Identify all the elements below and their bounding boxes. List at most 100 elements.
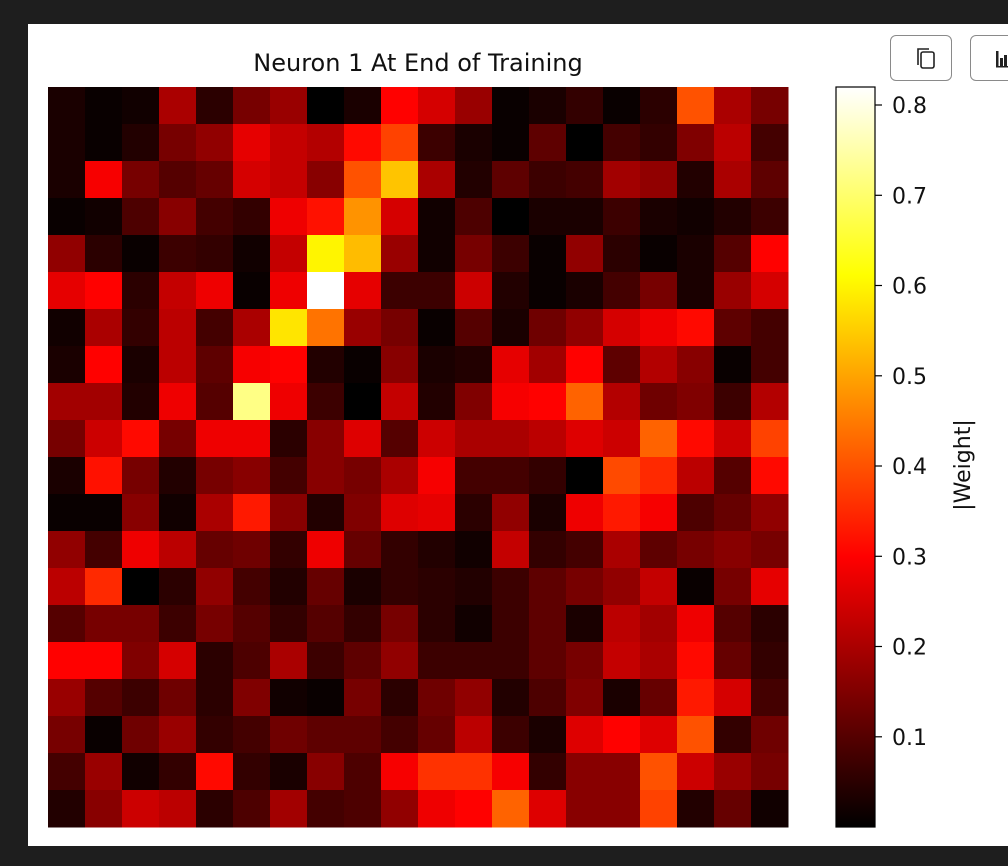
heatmap-cell xyxy=(640,494,678,532)
heatmap-cell xyxy=(48,716,86,754)
heatmap-cell xyxy=(381,790,419,828)
heatmap-cell xyxy=(270,568,308,606)
heatmap-cell xyxy=(270,605,308,643)
heatmap-cell xyxy=(566,642,604,680)
heatmap-cell xyxy=(418,309,456,347)
heatmap-cell xyxy=(418,716,456,754)
heatmap-cell xyxy=(270,790,308,828)
heatmap-cell xyxy=(751,716,789,754)
heatmap-cell xyxy=(418,457,456,495)
heatmap-cell xyxy=(344,346,382,384)
heatmap-cell xyxy=(640,383,678,421)
heatmap-cell xyxy=(233,753,271,791)
heatmap-cell xyxy=(196,753,234,791)
heatmap-cell xyxy=(529,346,567,384)
colorbar-tick-label: 0.5 xyxy=(892,365,927,390)
heatmap-cell xyxy=(159,346,197,384)
heatmap-cell xyxy=(381,87,419,125)
heatmap-cell xyxy=(677,383,715,421)
heatmap-cell xyxy=(270,235,308,273)
heatmap-cell xyxy=(640,642,678,680)
heatmap-cell xyxy=(270,494,308,532)
colorbar-tick-label: 0.4 xyxy=(892,455,927,480)
heatmap-cell xyxy=(566,87,604,125)
heatmap-cell xyxy=(85,198,123,236)
heatmap-cell xyxy=(714,161,752,199)
heatmap-cell xyxy=(751,494,789,532)
heatmap-cell xyxy=(529,87,567,125)
heatmap-cell xyxy=(381,124,419,162)
heatmap-cell xyxy=(418,272,456,310)
heatmap-cell xyxy=(344,605,382,643)
heatmap-cell xyxy=(344,124,382,162)
heatmap-cell xyxy=(307,87,345,125)
heatmap-cell xyxy=(418,494,456,532)
heatmap-cell xyxy=(196,642,234,680)
heatmap-cell xyxy=(714,457,752,495)
heatmap-cell xyxy=(122,346,160,384)
heatmap-cell xyxy=(122,87,160,125)
heatmap-cell xyxy=(159,87,197,125)
heatmap-cell xyxy=(418,198,456,236)
heatmap-cell xyxy=(566,198,604,236)
heatmap-cell xyxy=(159,642,197,680)
heatmap-cell xyxy=(751,457,789,495)
heatmap-cell xyxy=(196,716,234,754)
heatmap-cell xyxy=(455,346,493,384)
heatmap-cell xyxy=(492,124,530,162)
heatmap-cell xyxy=(677,346,715,384)
heatmap-cell xyxy=(566,309,604,347)
heatmap-cell xyxy=(85,790,123,828)
chart-options-button[interactable] xyxy=(970,35,1008,81)
colorbar-tick-label: 0.7 xyxy=(892,184,927,209)
heatmap-cell xyxy=(492,309,530,347)
heatmap-cell xyxy=(122,642,160,680)
heatmap-cell xyxy=(566,790,604,828)
heatmap-cell xyxy=(159,716,197,754)
heatmap-cell xyxy=(751,198,789,236)
heatmap-cell xyxy=(751,790,789,828)
heatmap-cell xyxy=(418,235,456,273)
heatmap-cell xyxy=(603,309,641,347)
copy-button[interactable] xyxy=(890,35,952,81)
heatmap-cell xyxy=(529,679,567,717)
heatmap-cell xyxy=(85,457,123,495)
heatmap-cell xyxy=(270,346,308,384)
heatmap-cell xyxy=(159,753,197,791)
heatmap-cell xyxy=(344,235,382,273)
heatmap-cell xyxy=(270,161,308,199)
heatmap-cell xyxy=(307,272,345,310)
heatmap-cell xyxy=(529,568,567,606)
heatmap-cell xyxy=(714,420,752,458)
heatmap-cell xyxy=(677,124,715,162)
heatmap-cell xyxy=(307,198,345,236)
heatmap-cell xyxy=(640,753,678,791)
heatmap-cell xyxy=(85,531,123,569)
heatmap-cell xyxy=(418,679,456,717)
heatmap-cell xyxy=(529,790,567,828)
heatmap-cell xyxy=(233,124,271,162)
heatmap-cell xyxy=(381,420,419,458)
heatmap-cell xyxy=(603,642,641,680)
heatmap-cell xyxy=(566,272,604,310)
heatmap-cell xyxy=(344,420,382,458)
heatmap-cell xyxy=(48,457,86,495)
heatmap-cell xyxy=(85,383,123,421)
heatmap-cell xyxy=(159,198,197,236)
heatmap-cell xyxy=(677,420,715,458)
heatmap-cell xyxy=(307,568,345,606)
heatmap-cell xyxy=(492,235,530,273)
heatmap-cell xyxy=(85,642,123,680)
heatmap-cell xyxy=(159,494,197,532)
heatmap-cell xyxy=(492,642,530,680)
heatmap-cell xyxy=(566,753,604,791)
heatmap-cell xyxy=(714,568,752,606)
heatmap-cell xyxy=(122,605,160,643)
heatmap-cell xyxy=(566,605,604,643)
heatmap-cell xyxy=(196,309,234,347)
heatmap-cell xyxy=(122,568,160,606)
heatmap-cell xyxy=(492,161,530,199)
colorbar-tick-label: 0.3 xyxy=(892,545,927,570)
heatmap-cell xyxy=(159,605,197,643)
heatmap-cell xyxy=(307,235,345,273)
